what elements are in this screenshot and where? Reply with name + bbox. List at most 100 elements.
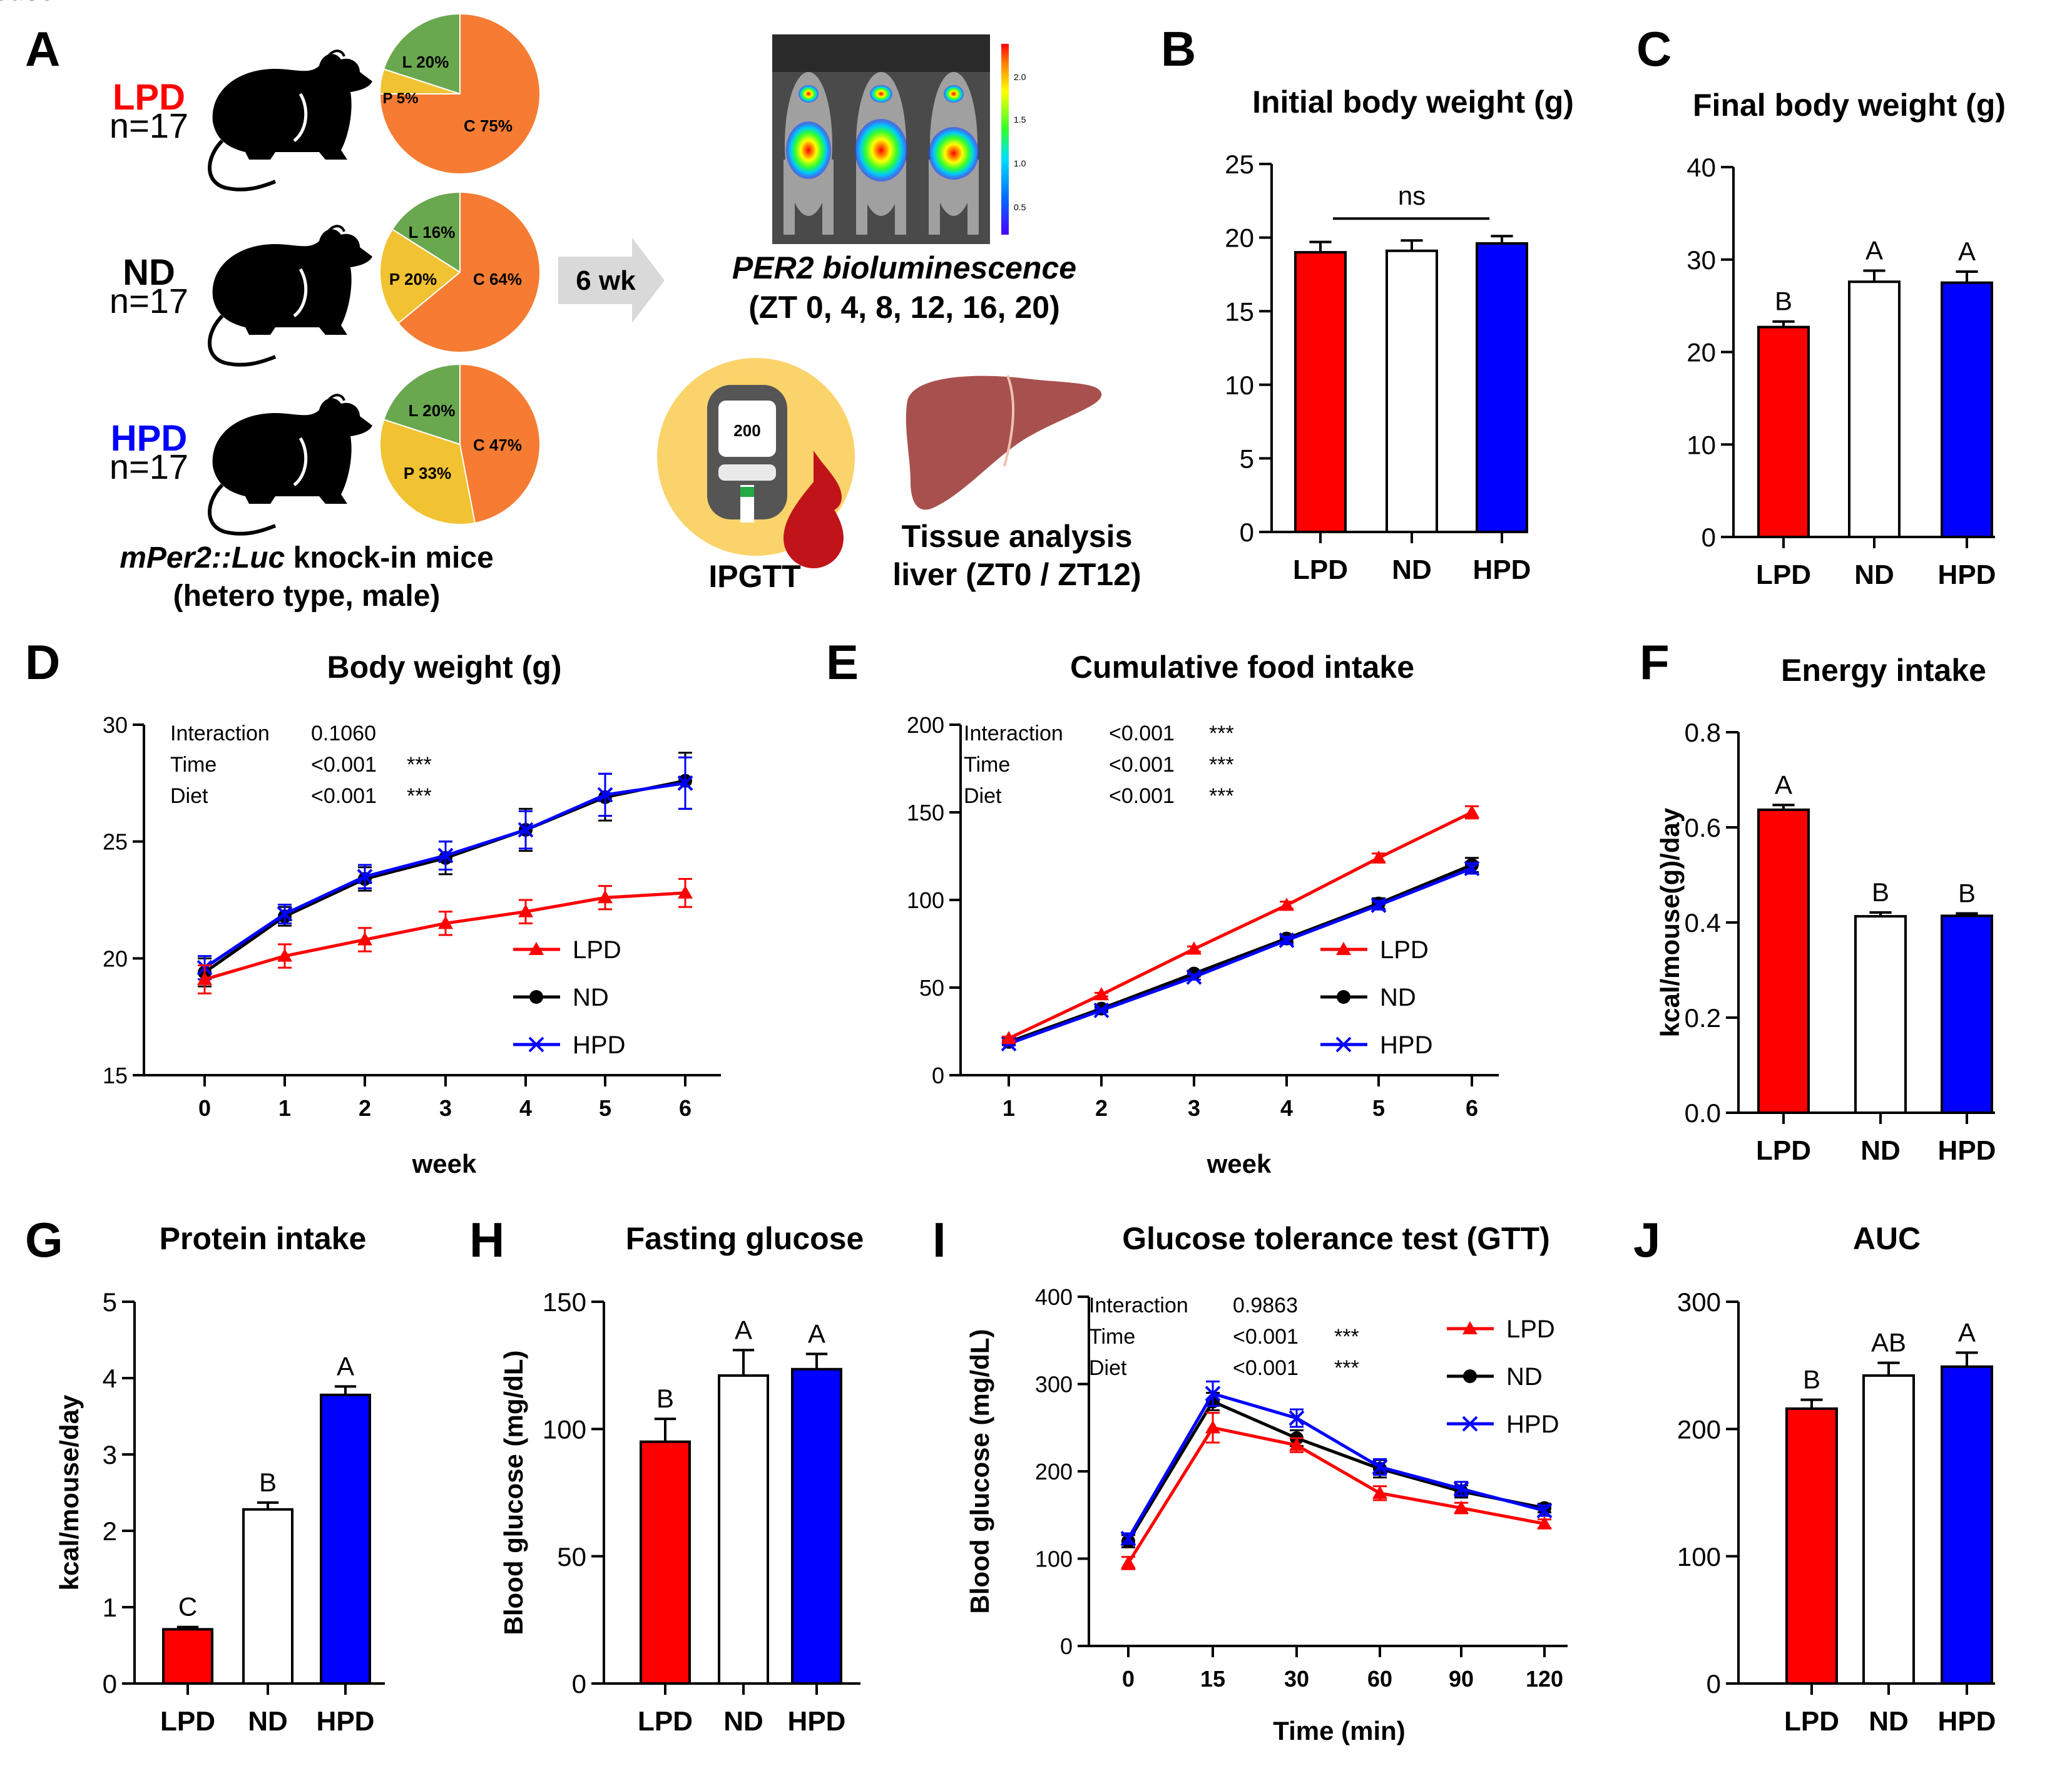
stat-label: Diet [170,784,208,808]
panel-letter-c: C [1636,21,1671,76]
chart-panel-g: Protein intake 0 1 2 3 4 5 LPD C ND B HPD Akcal/mous… [54,1221,385,1737]
marker-triangle [529,942,544,955]
arrow-icon [558,238,665,323]
x-tick-label: 90 [1449,1666,1474,1692]
significance-letter: B [1803,1365,1820,1394]
bar-lpd [640,1440,691,1685]
panel-letter-j: J [1633,1212,1660,1267]
y-tick-label: 20 [1687,338,1716,367]
x-tick-label: 15 [1200,1666,1225,1692]
x-tick-label: 6 [679,1095,692,1121]
marker-triangle [1205,1420,1220,1434]
y-tick-label: 3 [103,1440,117,1469]
x-tick-label: 4 [519,1095,532,1121]
chart-panel-j: AUC 0 100 200 300 LPD B ND AB HPD A [1677,1221,1996,1737]
y-tick-label: 0.2 [1685,1003,1721,1033]
marker-x [277,906,293,922]
y-tick-label: 0 [1707,1669,1721,1699]
series-line-lpd [1126,1426,1545,1564]
marker-circle [1337,990,1350,1004]
marker-triangle [1454,1500,1469,1514]
x-tick-label: LPD [1293,554,1348,585]
series-line-nd [1008,863,1472,1044]
marker-triangle [1372,1485,1387,1499]
bar-hpd [791,1367,842,1685]
stat-p-value: 0.1060 [311,722,376,745]
y-tick-label: 20 [1225,223,1254,253]
y-tick-label: 50 [919,975,944,1001]
marker-x [1120,1531,1136,1546]
legend-label: LPD [1506,1316,1555,1343]
stat-label: Interaction [1089,1294,1188,1317]
x-tick-label: 4 [1280,1095,1293,1121]
y-tick-label: 200 [1035,1459,1073,1484]
chart-panel-c: Final body weight (g) 0 10 20 30 40 LPD B ND A HPD… [1687,88,2006,590]
y-tick-label: 0 [103,1669,117,1699]
significance-letter: A [337,1351,354,1381]
marker-x [528,1036,544,1053]
y-tick-label: 5 [1240,444,1254,474]
x-tick-label: 30 [1284,1666,1309,1692]
marker-x [1289,1410,1305,1426]
bar-hpd [1941,1365,1993,1685]
panel-letter-b: B [1161,21,1196,76]
y-tick-label: 25 [1225,150,1254,179]
y-tick-label: 1 [103,1593,117,1622]
scale-tick: 1.0 [1014,158,1026,168]
stat-p-value: <0.001 [1109,784,1175,808]
x-tick-label: 2 [359,1095,371,1121]
x-tick-label: 6 [1466,1095,1478,1121]
marker-triangle [1336,942,1351,955]
y-tick-label: 10 [1687,430,1716,459]
legend-label: HPD [1506,1411,1559,1438]
mice-caption-line2: (hetero type, male) [173,580,441,613]
stat-p-value: <0.001 [311,784,377,808]
panel-letter-i: I [932,1212,946,1267]
marker-x [677,775,693,791]
pie-label-fat: L 20% [402,53,449,71]
legend-label: ND [1380,984,1416,1011]
marker-triangle [518,904,533,917]
marker-x [437,847,454,864]
x-axis-label: week [412,1149,477,1178]
stat-label: Time [964,753,1010,777]
x-tick-label: 3 [439,1095,452,1121]
stat-label: Interaction [964,722,1063,745]
bar-lpd [162,1628,213,1685]
panel-a: A LPD n=17 ND n=17 HPD n=17 L [25,13,1141,613]
meter-reading: 200 [733,421,760,440]
panel-letter-f: F [1640,635,1670,690]
marker-triangle [197,971,212,985]
y-axis-label: Blood glucose (mg/dL) [965,1329,994,1614]
y-tick-label: 30 [1687,245,1716,275]
panel-letter-g: G [25,1212,63,1267]
pie-label-fat: L 16% [409,223,456,242]
bar-lpd [1757,325,1810,538]
x-tick-label: HPD [1473,554,1531,585]
marker-x [597,787,613,803]
marker-triangle [678,885,693,899]
x-tick-label: HPD [788,1706,846,1737]
pie-slice-fat [383,363,461,446]
y-tick-label: 300 [1035,1371,1073,1397]
significance-letter: A [1775,770,1792,799]
marker-triangle [1464,805,1479,818]
x-tick-label: 5 [599,1095,611,1121]
scale-tick: 2.0 [1014,72,1026,82]
significance-letter: A [808,1319,825,1348]
stat-p-value: <0.001 [311,753,377,777]
x-axis-label: week [1207,1149,1272,1178]
y-tick-label: 100 [543,1414,586,1444]
y-tick-label: 150 [907,800,944,825]
y-tick-label: 20 [103,946,128,971]
tissue-line1: Tissue analysis [902,519,1133,554]
x-tick-label: ND [723,1706,763,1737]
pie-slice-carb [379,13,541,175]
stat-significance: *** [407,753,432,777]
tissue-line2: liver (ZT0 / ZT12) [892,557,1141,592]
y-tick-label: 0.0 [1685,1098,1721,1128]
panel-letter-d: D [25,635,60,690]
series-line-hpd [1126,1391,1545,1540]
legend-label: ND [573,984,609,1011]
y-axis-label: Blood glucose (mg/dL) [499,1351,528,1635]
